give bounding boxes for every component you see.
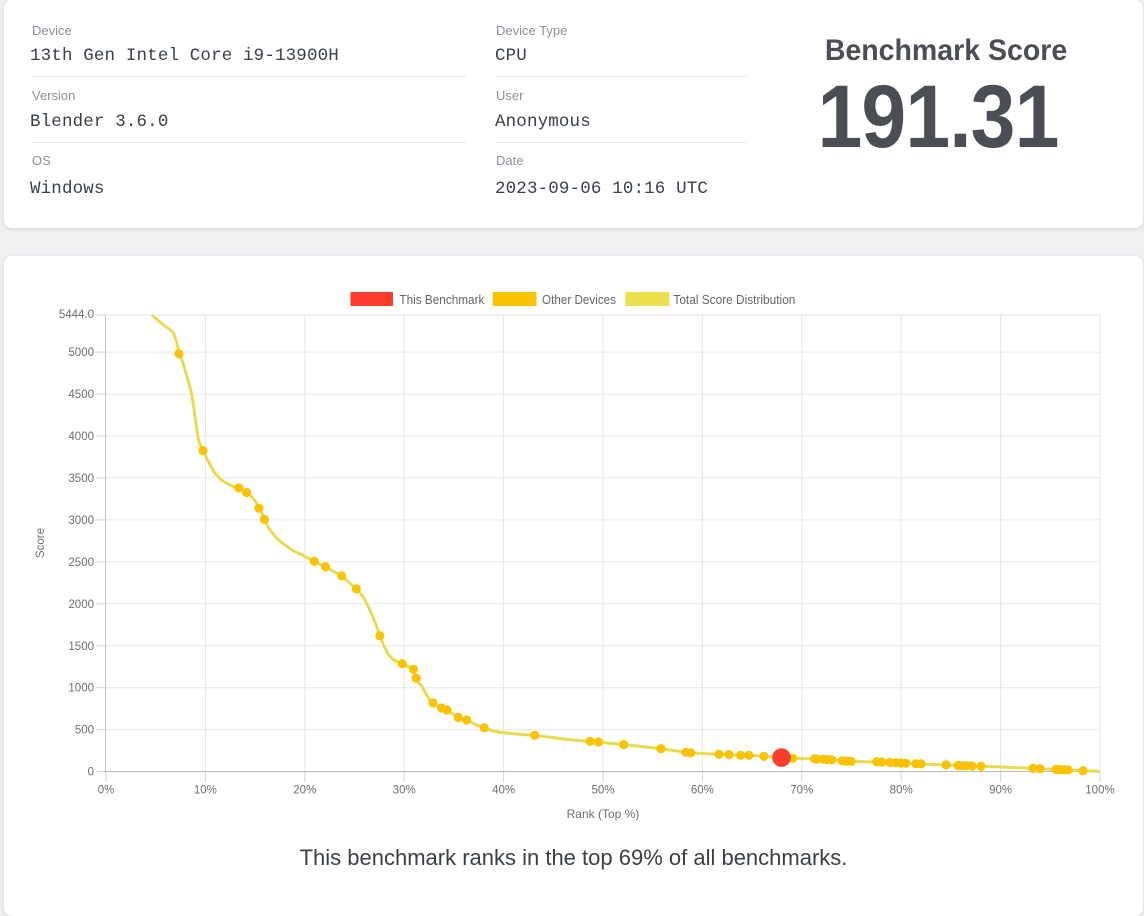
svg-text:20%: 20% (293, 785, 316, 797)
svg-text:30%: 30% (393, 785, 416, 797)
svg-text:Rank (Top %): Rank (Top %) (567, 807, 640, 821)
svg-text:3500: 3500 (68, 473, 94, 485)
svg-text:This Benchmark: This Benchmark (399, 292, 484, 307)
svg-text:90%: 90% (989, 785, 1012, 797)
svg-text:5000: 5000 (68, 347, 94, 359)
svg-text:60%: 60% (691, 785, 714, 797)
svg-text:40%: 40% (492, 785, 515, 797)
svg-text:0%: 0% (98, 785, 115, 797)
svg-text:70%: 70% (790, 785, 813, 797)
svg-text:4500: 4500 (68, 389, 94, 401)
svg-text:50%: 50% (591, 785, 614, 797)
svg-text:100%: 100% (1085, 785, 1114, 797)
svg-text:Total Score Distribution: Total Score Distribution (673, 292, 795, 307)
svg-text:10%: 10% (194, 785, 217, 797)
svg-text:2500: 2500 (68, 557, 94, 569)
svg-text:Other Devices: Other Devices (542, 292, 616, 307)
svg-text:1000: 1000 (68, 683, 94, 695)
svg-text:500: 500 (75, 725, 94, 737)
svg-text:1500: 1500 (68, 641, 94, 653)
svg-text:5444.0: 5444.0 (59, 309, 94, 321)
svg-text:2000: 2000 (68, 599, 94, 611)
svg-text:80%: 80% (890, 785, 913, 797)
svg-text:4000: 4000 (68, 431, 94, 443)
svg-text:Score: Score (35, 528, 47, 558)
svg-text:3000: 3000 (68, 515, 94, 527)
svg-text:0: 0 (88, 767, 94, 779)
